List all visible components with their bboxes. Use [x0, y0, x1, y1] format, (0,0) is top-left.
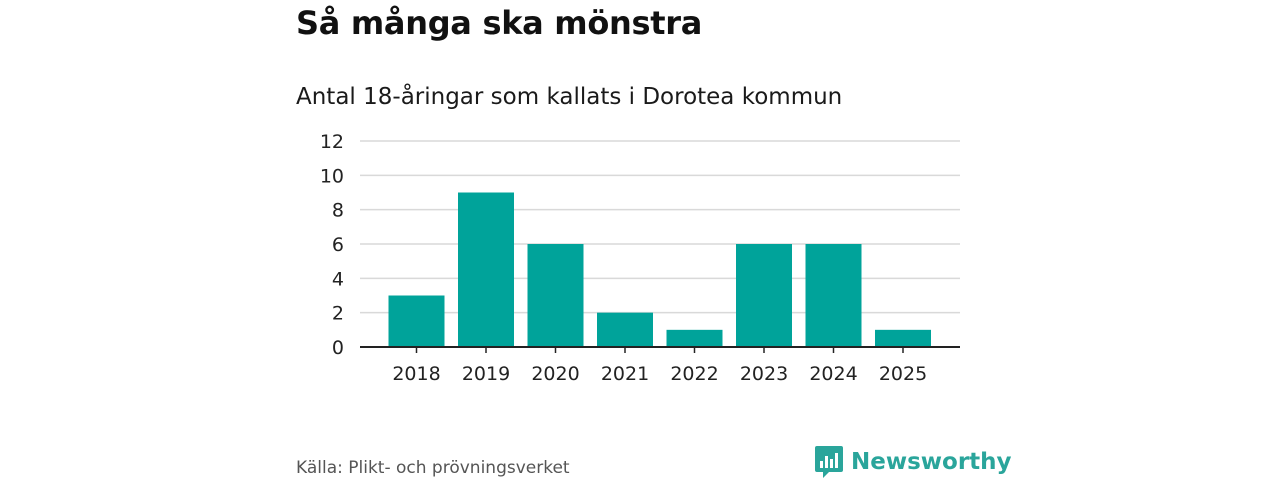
x-tick-label: 2025: [879, 363, 927, 385]
brand-logo: Newsworthy: [815, 446, 1012, 478]
y-axis-ticks: 0 2 4 6 8 10 12: [320, 131, 344, 359]
bar-2023: [736, 244, 792, 347]
bar-2021: [597, 312, 653, 347]
bars: [388, 192, 931, 347]
x-tick-label: 2021: [601, 363, 649, 385]
newsworthy-logo-icon: [815, 446, 843, 478]
y-tick-label: 10: [320, 165, 344, 187]
chart-subtitle: Antal 18-åringar som kallats i Dorotea k…: [296, 84, 843, 110]
bar-2022: [666, 329, 723, 347]
chart-title: Så många ska mönstra: [296, 4, 703, 42]
bar-2020: [527, 244, 584, 347]
gridlines: [360, 140, 960, 314]
bar-2025: [875, 329, 931, 347]
y-tick-label: 12: [320, 131, 344, 153]
y-tick-label: 2: [332, 303, 344, 325]
x-tick-label: 2022: [670, 363, 718, 385]
x-tick-label: 2024: [809, 363, 857, 385]
x-tick-label: 2018: [392, 363, 440, 385]
y-tick-label: 6: [332, 234, 344, 256]
source-note: Källa: Plikt- och prövningsverket: [296, 458, 570, 478]
brand-name: Newsworthy: [851, 449, 1012, 475]
x-tick-label: 2023: [740, 363, 788, 385]
y-tick-label: 4: [332, 268, 344, 290]
bar-2018: [388, 295, 445, 347]
x-axis-ticks: 2018 2019 2020 2021 2022 2023 2024 2025: [392, 347, 927, 385]
bar-2024: [805, 244, 862, 347]
y-tick-label: 0: [332, 337, 344, 359]
bar-2019: [458, 192, 514, 347]
x-tick-label: 2020: [531, 363, 579, 385]
y-tick-label: 8: [332, 200, 344, 222]
x-tick-label: 2019: [462, 363, 510, 385]
